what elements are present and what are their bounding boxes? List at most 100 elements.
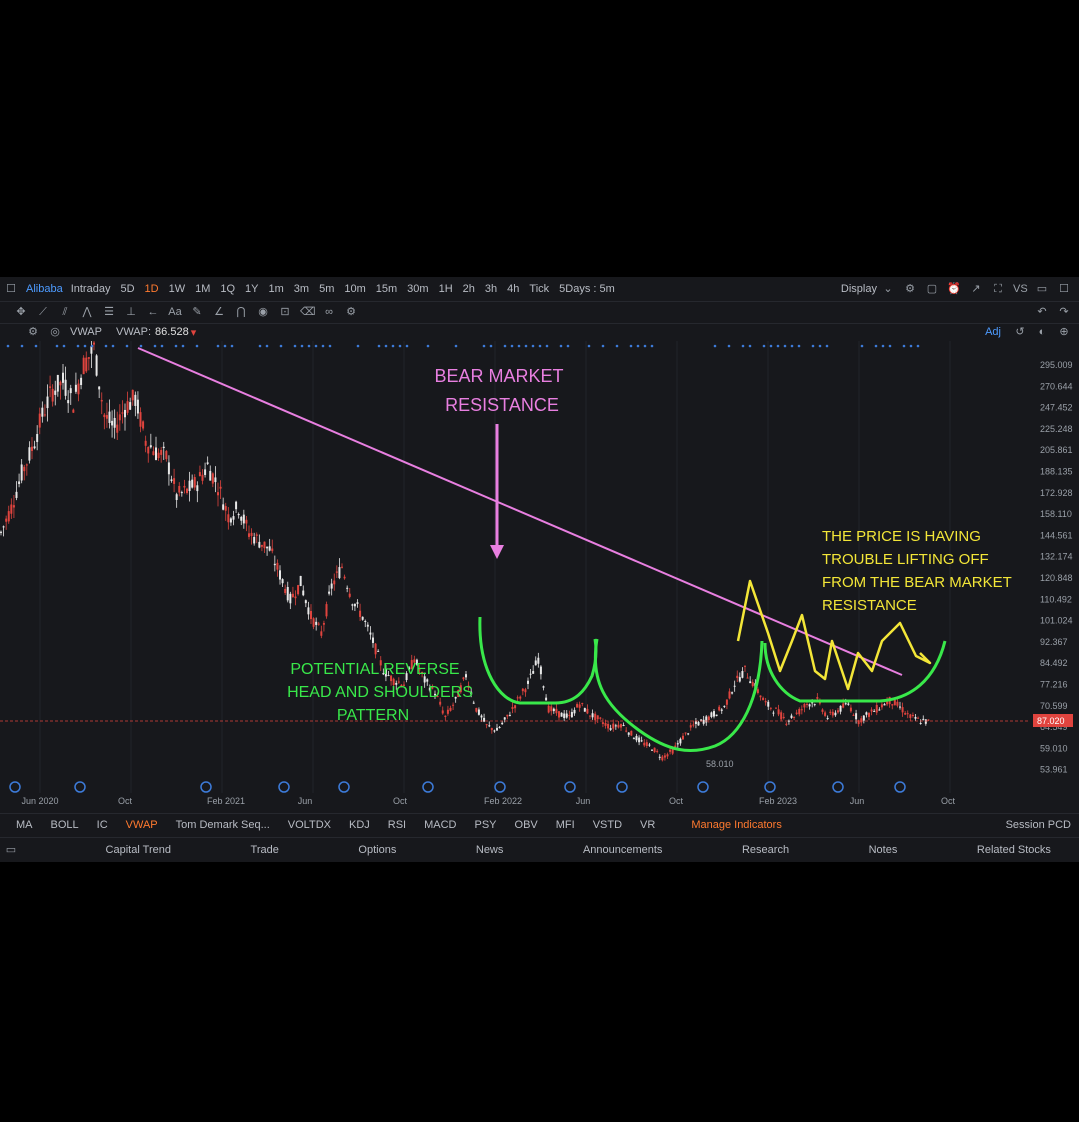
vwap-select[interactable]: VWAP	[70, 326, 102, 338]
tab-capital-trend[interactable]: Capital Trend	[105, 844, 171, 856]
indicator-macd[interactable]: MACD	[424, 819, 457, 831]
candle-body	[291, 593, 294, 598]
share-icon[interactable]: ↗	[971, 283, 981, 295]
indicator-voltdx[interactable]: VOLTDX	[287, 819, 331, 831]
symbol-label[interactable]: Alibaba	[26, 283, 63, 295]
event-dot	[538, 344, 542, 348]
brush-tool-icon[interactable]: ✎	[192, 306, 202, 318]
display-button[interactable]: Display	[840, 283, 877, 295]
redo-icon[interactable]: ↷	[1059, 306, 1069, 318]
timeframe-5m[interactable]: 5m	[319, 283, 335, 295]
arrow-tool-icon[interactable]: ←	[147, 306, 159, 318]
current-price-value: 87.020	[1037, 716, 1065, 726]
timeframe-1d[interactable]: 1D	[144, 283, 159, 295]
timeframe-4h[interactable]: 4h	[507, 283, 520, 295]
indicator-psy[interactable]: PSY	[474, 819, 497, 831]
settings-icon[interactable]: ⚙	[28, 326, 38, 338]
lock-icon[interactable]: ⊡	[280, 306, 290, 318]
candle-body	[315, 621, 318, 625]
timeframe-2h[interactable]: 2h	[462, 283, 475, 295]
add-icon[interactable]: ⊕	[1059, 326, 1069, 338]
candle-body	[410, 660, 413, 670]
tab-announcements[interactable]: Announcements	[582, 844, 663, 856]
text-tool-icon[interactable]: Aa	[168, 306, 182, 318]
candle-body	[785, 723, 788, 725]
price-note-2: TROUBLE LIFTING OFF	[822, 551, 989, 568]
timeframe-15m[interactable]: 15m	[375, 283, 398, 295]
candle-body	[108, 411, 111, 423]
indicator-rsi[interactable]: RSI	[387, 819, 407, 831]
settings-icon[interactable]: ⚙	[346, 306, 356, 318]
eye-icon[interactable]: ◉	[258, 306, 268, 318]
adj-button[interactable]: Adj	[985, 326, 1001, 338]
link-icon[interactable]: ∞	[325, 306, 333, 318]
event-dot	[517, 344, 521, 348]
crosshair-icon[interactable]: ✥	[16, 306, 26, 318]
delete-icon[interactable]: ⌫	[300, 306, 316, 318]
session-label[interactable]: Session PCD	[1005, 819, 1071, 831]
tab-related-stocks[interactable]: Related Stocks	[976, 844, 1051, 856]
candle-body	[563, 713, 566, 719]
candle-body	[511, 706, 514, 709]
timeframe-30m[interactable]: 30m	[407, 283, 429, 295]
indicator-boll[interactable]: BOLL	[50, 819, 79, 831]
checkbox-icon[interactable]: ☐	[6, 283, 16, 295]
ruler-icon[interactable]: ∠	[214, 306, 224, 318]
timeframe-3m[interactable]: 3m	[293, 283, 310, 295]
collapse-icon[interactable]: ◐	[1038, 326, 1046, 338]
event-dot	[391, 344, 395, 348]
level-tool-icon[interactable]: ⊥	[126, 306, 136, 318]
panel-icon[interactable]: ▭	[5, 844, 17, 856]
indicator-obv[interactable]: OBV	[514, 819, 538, 831]
timeframe-1q[interactable]: 1Q	[220, 283, 236, 295]
manage-indicators-link[interactable]: Manage Indicators	[691, 819, 782, 831]
indicator-tom-demark-seq-[interactable]: Tom Demark Seq...	[175, 819, 270, 831]
indicator-ma[interactable]: MA	[16, 819, 33, 831]
candle-body	[217, 492, 219, 496]
pattern-tool-icon[interactable]: ⋀	[82, 306, 92, 318]
fib-tool-icon[interactable]: ☰	[104, 306, 114, 318]
timeframe-1h[interactable]: 1H	[438, 283, 453, 295]
timeframe-intraday[interactable]: Intraday	[70, 283, 111, 295]
alert-icon[interactable]: ⏰	[947, 283, 961, 295]
chevron-down-icon[interactable]: ⌄	[883, 283, 893, 295]
indicator-vwap[interactable]: VWAP	[125, 819, 158, 831]
gear-icon[interactable]: ⚙	[905, 283, 915, 295]
window-icon[interactable]: ▢	[926, 283, 938, 295]
timeframe-1m[interactable]: 1M	[195, 283, 211, 295]
undo-icon[interactable]: ↶	[1037, 306, 1047, 318]
reset-icon[interactable]: ↺	[1015, 326, 1025, 338]
indicator-ic[interactable]: IC	[96, 819, 108, 831]
magnet-icon[interactable]: ⋂	[236, 306, 246, 318]
timeframe-tick[interactable]: Tick	[529, 283, 550, 295]
price-chart[interactable]: 295.009 270.644 247.452 225.248 205.861 188.1…	[0, 341, 1079, 813]
tab-options[interactable]: Options	[358, 844, 397, 856]
y-axis: 295.009 270.644 247.452 225.248 205.861 188.1…	[1040, 360, 1073, 775]
candle-body	[919, 723, 922, 725]
trendline-tool-icon[interactable]: ⟋	[39, 306, 47, 318]
timeframe-10m[interactable]: 10m	[344, 283, 366, 295]
event-dot	[90, 344, 94, 348]
tab-news[interactable]: News	[475, 844, 504, 856]
indicator-vr[interactable]: VR	[640, 819, 656, 831]
eye-icon[interactable]: ◎	[50, 326, 60, 338]
indicator-mfi[interactable]: MFI	[555, 819, 575, 831]
timeframe-5d[interactable]: 5D	[120, 283, 135, 295]
event-dot	[160, 344, 164, 348]
timeframe-3h[interactable]: 3h	[484, 283, 498, 295]
indicator-vstd[interactable]: VSTD	[592, 819, 623, 831]
tab-trade[interactable]: Trade	[250, 844, 279, 856]
tab-notes[interactable]: Notes	[868, 844, 898, 856]
timeframe-5days-5m[interactable]: 5Days : 5m	[559, 283, 615, 295]
layout-icon[interactable]: ▭	[1036, 283, 1048, 295]
timeframe-1m[interactable]: 1m	[268, 283, 284, 295]
candle-body	[175, 494, 178, 501]
timeframe-1w[interactable]: 1W	[168, 283, 186, 295]
channel-tool-icon[interactable]: ⫽	[62, 306, 68, 318]
fullscreen-icon[interactable]: ⛶	[994, 283, 1002, 295]
expand-icon[interactable]: ☐	[1059, 283, 1069, 295]
compare-icon[interactable]: VS	[1013, 283, 1028, 295]
tab-research[interactable]: Research	[741, 844, 790, 856]
indicator-kdj[interactable]: KDJ	[348, 819, 370, 831]
timeframe-1y[interactable]: 1Y	[245, 283, 259, 295]
